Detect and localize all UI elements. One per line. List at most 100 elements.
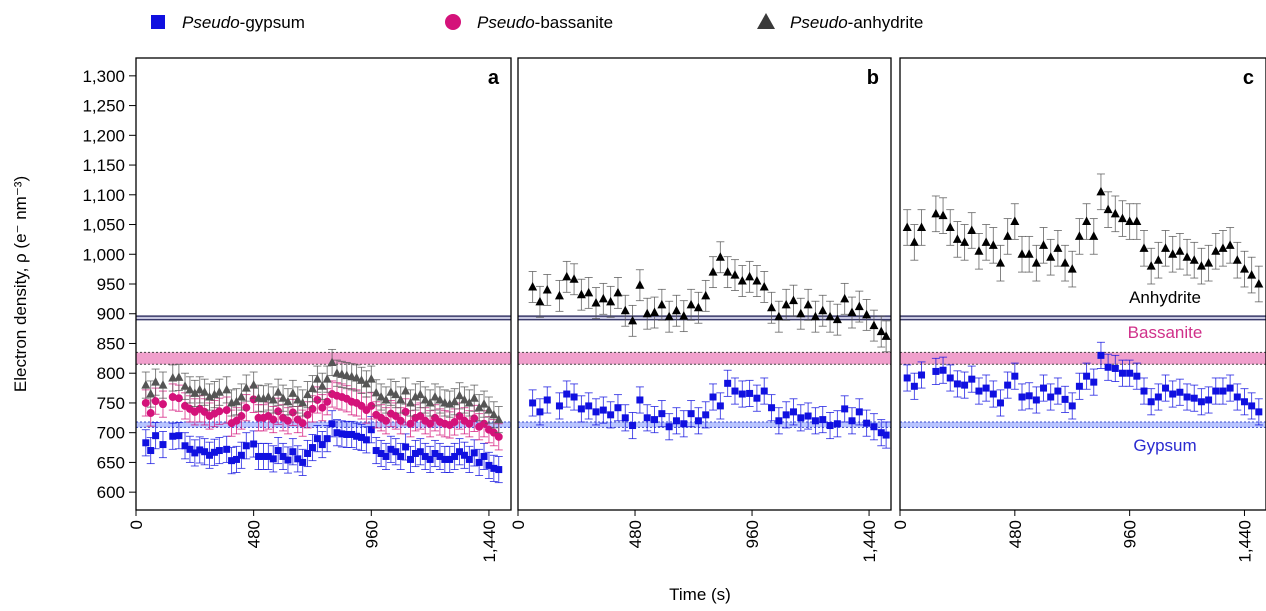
data-point-square xyxy=(1205,396,1213,404)
data-point-triangle xyxy=(1139,243,1149,252)
data-point-square xyxy=(175,432,183,440)
data-point-triangle xyxy=(200,387,210,396)
data-point-square xyxy=(731,387,739,395)
legend-label-prefix: Pseudo xyxy=(477,13,535,32)
y-tick-label: 1,300 xyxy=(82,67,125,86)
data-point-circle xyxy=(298,419,307,428)
legend-label: Pseudo-bassanite xyxy=(477,13,613,32)
data-point-circle xyxy=(406,419,415,428)
data-point-triangle xyxy=(869,320,879,330)
data-point-square xyxy=(826,422,834,430)
data-point-square xyxy=(1126,369,1134,377)
data-point-square xyxy=(367,426,375,434)
data-point-triangle xyxy=(366,374,376,383)
data-point-square xyxy=(441,455,449,463)
data-point-triangle xyxy=(406,397,416,407)
data-point-circle xyxy=(158,400,167,409)
data-point-square xyxy=(387,445,395,453)
data-point-square xyxy=(323,435,331,443)
data-point-triangle xyxy=(1031,258,1041,267)
data-point-square xyxy=(903,374,911,382)
data-point-circle xyxy=(146,409,155,418)
data-point-square xyxy=(996,399,1004,407)
data-point-triangle xyxy=(1168,249,1178,258)
data-point-triangle xyxy=(832,314,842,324)
data-point-triangle xyxy=(1067,264,1077,273)
data-point-square xyxy=(382,452,390,460)
x-tick-label: 960 xyxy=(362,520,381,548)
data-point-square xyxy=(1018,393,1026,401)
data-point-circle xyxy=(174,394,183,403)
data-point-triangle xyxy=(236,392,246,401)
data-point-circle xyxy=(237,412,246,421)
data-point-triangle xyxy=(774,311,784,321)
data-point-triangle xyxy=(881,331,891,340)
data-point-triangle xyxy=(141,380,151,389)
legend-marker-triangle xyxy=(757,13,775,29)
data-point-triangle xyxy=(1010,216,1020,226)
legend-marker-square xyxy=(151,15,165,29)
data-point-triangle xyxy=(386,387,396,396)
anhydrite-band xyxy=(518,316,891,320)
data-point-square xyxy=(543,396,551,404)
data-point-triangle xyxy=(425,397,435,407)
data-point-triangle xyxy=(361,378,371,388)
data-point-triangle xyxy=(967,225,977,234)
data-point-square xyxy=(299,458,307,466)
data-point-square xyxy=(416,448,424,456)
legend-label-suffix: -anhydrite xyxy=(848,13,924,32)
data-point-square xyxy=(348,430,356,438)
data-point-square xyxy=(201,448,209,456)
data-point-triangle xyxy=(931,208,941,218)
data-point-triangle xyxy=(209,389,219,399)
data-point-circle xyxy=(382,416,390,425)
data-point-square xyxy=(191,449,199,457)
data-point-square xyxy=(599,406,607,414)
data-point-square xyxy=(789,408,797,416)
data-point-square xyxy=(279,452,287,460)
data-point-triangle xyxy=(450,396,460,406)
data-point-triangle xyxy=(909,237,919,246)
data-point-triangle xyxy=(745,271,755,281)
data-point-triangle xyxy=(1060,258,1070,267)
data-point-square xyxy=(665,423,673,431)
data-point-square xyxy=(746,389,754,397)
data-point-triangle xyxy=(241,383,251,392)
data-point-triangle xyxy=(489,409,499,419)
data-point-square xyxy=(475,458,483,466)
data-point-triangle xyxy=(591,298,601,307)
data-point-square xyxy=(863,419,871,427)
data-point-triangle xyxy=(1096,186,1106,196)
data-point-square xyxy=(841,405,849,413)
data-point-square xyxy=(753,394,761,402)
data-point-square xyxy=(411,450,419,457)
data-point-square xyxy=(848,417,856,425)
data-point-triangle xyxy=(455,390,465,400)
data-point-triangle xyxy=(995,258,1005,267)
data-point-square xyxy=(982,384,990,392)
legend-label-prefix: Pseudo xyxy=(790,13,848,32)
data-point-circle xyxy=(416,412,425,421)
panel-frame xyxy=(899,57,1266,511)
data-point-square xyxy=(1061,395,1069,403)
data-point-square xyxy=(159,441,167,449)
data-point-square xyxy=(1176,388,1184,396)
data-point-square xyxy=(607,411,615,419)
data-point-square xyxy=(833,420,841,428)
data-point-square xyxy=(629,422,637,430)
data-point-circle xyxy=(367,401,376,410)
data-point-triangle xyxy=(307,383,317,393)
bassanite-band xyxy=(518,352,891,365)
data-point-triangle xyxy=(312,374,322,383)
data-point-square xyxy=(456,448,464,456)
data-point-square xyxy=(658,410,666,418)
data-point-triangle xyxy=(327,357,337,367)
data-point-circle xyxy=(494,432,503,441)
data-point-square xyxy=(555,402,563,410)
data-point-square xyxy=(672,417,680,425)
data-point-square xyxy=(614,404,622,412)
x-axis-label: Time (s) xyxy=(669,585,731,604)
data-point-triangle xyxy=(1232,255,1242,264)
data-point-square xyxy=(284,456,292,464)
